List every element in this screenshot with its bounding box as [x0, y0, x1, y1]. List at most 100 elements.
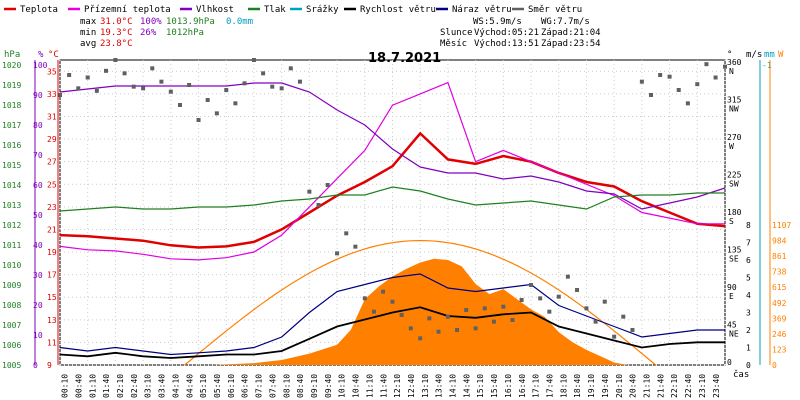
wind-direction-point: [103, 68, 108, 73]
wind-direction-point: [159, 79, 164, 84]
time-tick-label: 09:40: [324, 374, 333, 398]
stat-max-press: 1013.9hPa: [166, 17, 215, 27]
direction-name-label: SE: [729, 255, 739, 264]
temperature-tick-label: 15: [47, 293, 57, 302]
time-tick-label: 21:40: [656, 374, 665, 398]
wind-direction-point: [288, 66, 293, 71]
wind-direction-point: [297, 79, 302, 84]
legend-label: Přízemní teplota: [84, 5, 171, 15]
wind-direction-point: [584, 306, 589, 311]
time-tick-label: 01:10: [88, 374, 97, 398]
wind-tick-label: 3: [746, 309, 751, 318]
unit-hpa: hPa: [4, 50, 20, 60]
wind-direction-point: [279, 86, 284, 91]
time-tick-label: 03:40: [158, 374, 167, 398]
humidity-tick-label: 90: [33, 91, 43, 100]
wind-direction-point: [224, 88, 229, 92]
direction-tick-label: 270: [727, 133, 742, 142]
wind-direction-point: [575, 288, 580, 292]
time-tick-label: 07:10: [255, 374, 264, 398]
solar-tick-label: 738: [772, 268, 787, 277]
time-tick-label: 03:10: [144, 374, 153, 398]
wind-direction-point: [344, 231, 349, 236]
solar-tick-label: 0: [772, 361, 777, 370]
legend-label: Teplota: [20, 5, 58, 15]
wind-direction-point: [390, 299, 395, 304]
temperature-tick-label: 25: [47, 180, 57, 189]
series-group: [58, 58, 727, 359]
wind-tick-label: 2: [746, 326, 751, 335]
solar-tick-label: 861: [772, 252, 787, 261]
legend-label: Srážky: [306, 5, 339, 15]
wind-direction-point: [335, 251, 340, 256]
time-tick-label: 04:40: [185, 374, 194, 398]
temperature-tick-label: 29: [47, 135, 57, 144]
time-tick-label: 11:10: [365, 374, 374, 398]
direction-name-label: SW: [729, 180, 739, 189]
pressure-tick-label: 1014: [2, 181, 21, 190]
series-line-0: [59, 131, 726, 249]
wind-direction-point: [58, 93, 62, 97]
legend-label: Vlhkost: [196, 5, 234, 15]
solar-tick-label: 369: [772, 314, 787, 323]
wind-direction-point: [427, 316, 432, 321]
time-tick-label: 23:10: [698, 374, 707, 398]
wind-tick-label: 5: [746, 274, 751, 283]
wind-direction-point: [76, 86, 81, 91]
stat-max-temp: 31.0°C: [100, 17, 133, 27]
unit-deg: °: [727, 50, 732, 60]
wind-direction-point: [723, 64, 727, 69]
solar-radiation-area: [212, 258, 629, 365]
date-title: 18.7.2021: [368, 51, 441, 66]
time-tick-label: 21:10: [642, 374, 651, 398]
temperature-tick-label: 11: [47, 338, 57, 347]
wind-direction-point: [122, 71, 127, 76]
solar-tick-label: 984: [772, 237, 787, 246]
time-tick-label: 13:10: [421, 374, 430, 398]
unit-mm: mm: [764, 50, 775, 60]
solar-theoretical-curve: [184, 239, 657, 366]
wind-tick-label: 6: [746, 256, 751, 265]
stat-min-press: 1012hPa: [166, 28, 204, 38]
stat-max-label: max: [80, 17, 97, 27]
pressure-tick-label: 1020: [2, 61, 21, 70]
wind-direction-point: [667, 74, 672, 79]
stat-max-rain: 0.0mm: [226, 17, 253, 27]
solar-tick-label: 123: [772, 345, 787, 354]
humidity-tick-label: 40: [33, 241, 43, 250]
wind-direction-point: [371, 309, 376, 314]
wind-direction-point: [704, 62, 709, 67]
wind-tick-label: 8: [746, 221, 751, 230]
direction-tick-label: 360: [727, 58, 742, 67]
wind-tick-label: 1: [746, 344, 751, 353]
time-tick-label: 12:10: [393, 374, 402, 398]
temperature-tick-label: 33: [47, 90, 57, 99]
direction-tick-label: 135: [727, 246, 742, 255]
wind-direction-point: [685, 101, 690, 106]
unit-w: W: [778, 50, 784, 60]
wind-direction-point: [649, 93, 654, 97]
direction-tick-label: 180: [727, 208, 742, 217]
temperature-tick-label: 9: [47, 361, 52, 370]
wind-direction-point: [214, 111, 219, 116]
pressure-tick-label: 1018: [2, 101, 21, 110]
wind-direction-point: [473, 326, 478, 331]
time-tick-label: 16:40: [518, 374, 527, 398]
unit-time: čas: [733, 369, 749, 380]
direction-tick-label: 0: [727, 358, 732, 367]
pressure-tick-label: 1011: [2, 241, 21, 250]
wind-direction-point: [177, 103, 182, 107]
wind-direction-point: [445, 314, 450, 319]
temperature-tick-label: 21: [47, 225, 57, 234]
wind-direction-point: [307, 189, 312, 194]
solar-tick-label: 1107: [772, 221, 791, 230]
pressure-tick-label: 1007: [2, 321, 21, 330]
axes-group: 1020101910181017101610151014101310121011…: [2, 58, 791, 398]
direction-name-label: E: [729, 292, 734, 301]
time-tick-label: 20:10: [615, 374, 624, 398]
wind-direction-point: [547, 309, 552, 314]
time-tick-label: 08:10: [282, 374, 291, 398]
series-line-2: [59, 82, 726, 210]
pressure-tick-label: 1008: [2, 301, 21, 310]
stat-min-label: min: [80, 28, 96, 38]
